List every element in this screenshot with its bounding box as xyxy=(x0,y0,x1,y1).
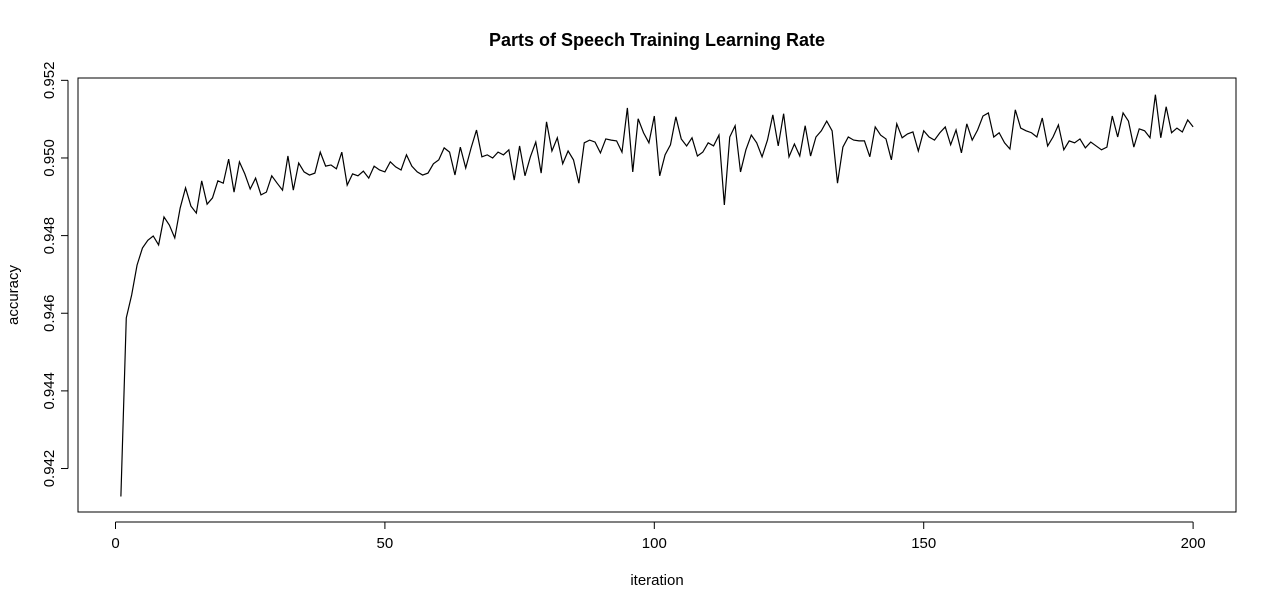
y-tick-label: 0.948 xyxy=(41,217,58,255)
y-tick-label: 0.950 xyxy=(41,139,58,177)
x-axis-label: iteration xyxy=(630,572,683,589)
y-tick-label: 0.942 xyxy=(41,450,58,488)
data-line xyxy=(120,94,1194,497)
x-tick-label: 150 xyxy=(911,535,936,552)
chart-title: Parts of Speech Training Learning Rate xyxy=(489,30,825,50)
y-tick-label: 0.946 xyxy=(41,294,58,332)
y-axis-label: accuracy xyxy=(5,264,22,325)
x-tick-label: 200 xyxy=(1181,535,1206,552)
x-tick-label: 50 xyxy=(377,535,394,552)
x-tick-label: 100 xyxy=(642,535,667,552)
plot-frame xyxy=(77,77,1237,513)
y-tick-label: 0.952 xyxy=(41,62,58,100)
x-tick-label: 0 xyxy=(111,535,119,552)
y-tick-label: 0.944 xyxy=(41,372,58,410)
